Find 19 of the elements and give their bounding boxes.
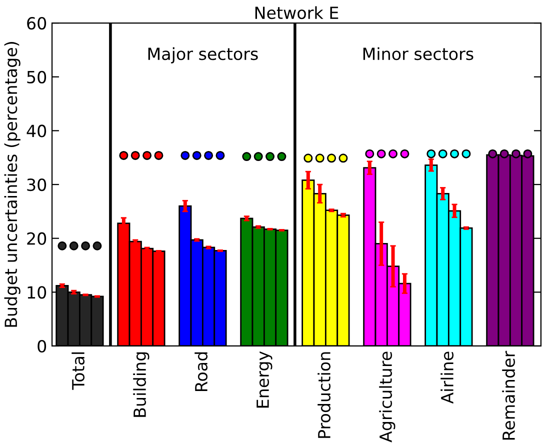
- y-tick-label: 20: [27, 232, 46, 245]
- x-tick-label: Building: [133, 352, 150, 417]
- y-tick-label: 40: [26, 124, 46, 138]
- chart-title: Network E: [255, 6, 338, 20]
- y-tick-label: 0: [38, 340, 46, 353]
- x-tick-label: Airline: [440, 352, 454, 404]
- x-tick-label: Road: [194, 352, 208, 392]
- y-axis-title: Budget uncertainties (percentage): [4, 42, 20, 327]
- x-tick-label: Production: [318, 352, 331, 438]
- x-tick-label: Energy: [256, 351, 272, 408]
- annotation: Major sectors: [148, 47, 258, 64]
- x-tick-label: Remainder: [502, 350, 516, 440]
- x-tick-label: Total: [72, 352, 85, 390]
- annotation: Minor sectors: [363, 47, 474, 60]
- x-tick-label: Agriculture: [379, 352, 396, 442]
- y-tick-label: 50: [27, 70, 46, 84]
- y-tick-label: 30: [27, 178, 46, 192]
- y-tick-label: 10: [28, 286, 46, 299]
- y-tick-label: 60: [27, 17, 46, 30]
